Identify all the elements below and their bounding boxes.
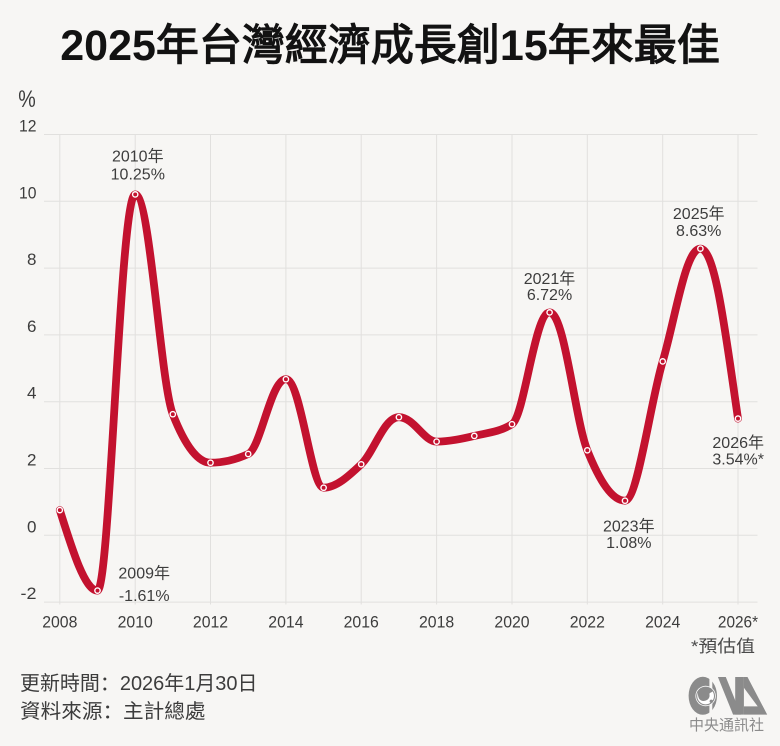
svg-text:12: 12 [19,117,37,136]
svg-text:資料來源：主計總處: 資料來源：主計總處 [20,700,206,723]
svg-text:2016: 2016 [344,613,379,632]
svg-text:%: % [18,86,36,113]
svg-text:2025年: 2025年 [673,205,725,223]
svg-text:3.54%*: 3.54%* [712,452,764,469]
svg-text:更新時間：2026年1月30日: 更新時間：2026年1月30日 [20,672,258,695]
svg-text:6.72%: 6.72% [527,287,572,304]
svg-text:2023年: 2023年 [603,517,655,535]
svg-text:2018: 2018 [419,613,454,632]
svg-text:4: 4 [27,384,36,403]
svg-text:2021年: 2021年 [524,270,576,288]
svg-text:8.63%: 8.63% [676,223,721,240]
svg-text:2010年: 2010年 [112,147,164,165]
svg-text:2025年台灣經濟成長創15年來最佳: 2025年台灣經濟成長創15年來最佳 [60,22,720,70]
svg-text:0: 0 [27,517,36,536]
svg-text:2009年: 2009年 [118,565,170,583]
svg-text:中央通訊社: 中央通訊社 [689,717,764,734]
svg-text:10.25%: 10.25% [111,167,165,184]
svg-text:2026年: 2026年 [712,434,764,452]
svg-text:2024: 2024 [645,613,680,632]
svg-text:-1.61%: -1.61% [119,588,170,605]
svg-text:8: 8 [27,250,36,269]
svg-text:10: 10 [19,183,37,202]
svg-text:1.08%: 1.08% [606,535,651,552]
svg-text:2012: 2012 [193,613,228,632]
svg-text:2014: 2014 [268,613,303,632]
svg-text:-2: -2 [21,584,37,603]
svg-text:2022: 2022 [570,613,605,632]
svg-text:2010: 2010 [118,613,153,632]
svg-text:2: 2 [27,451,36,470]
svg-text:2008: 2008 [42,613,77,632]
svg-text:6: 6 [27,317,36,336]
svg-text:2020: 2020 [494,613,529,632]
svg-text:*預估值: *預估值 [691,637,755,656]
svg-text:2026*: 2026* [718,613,759,632]
